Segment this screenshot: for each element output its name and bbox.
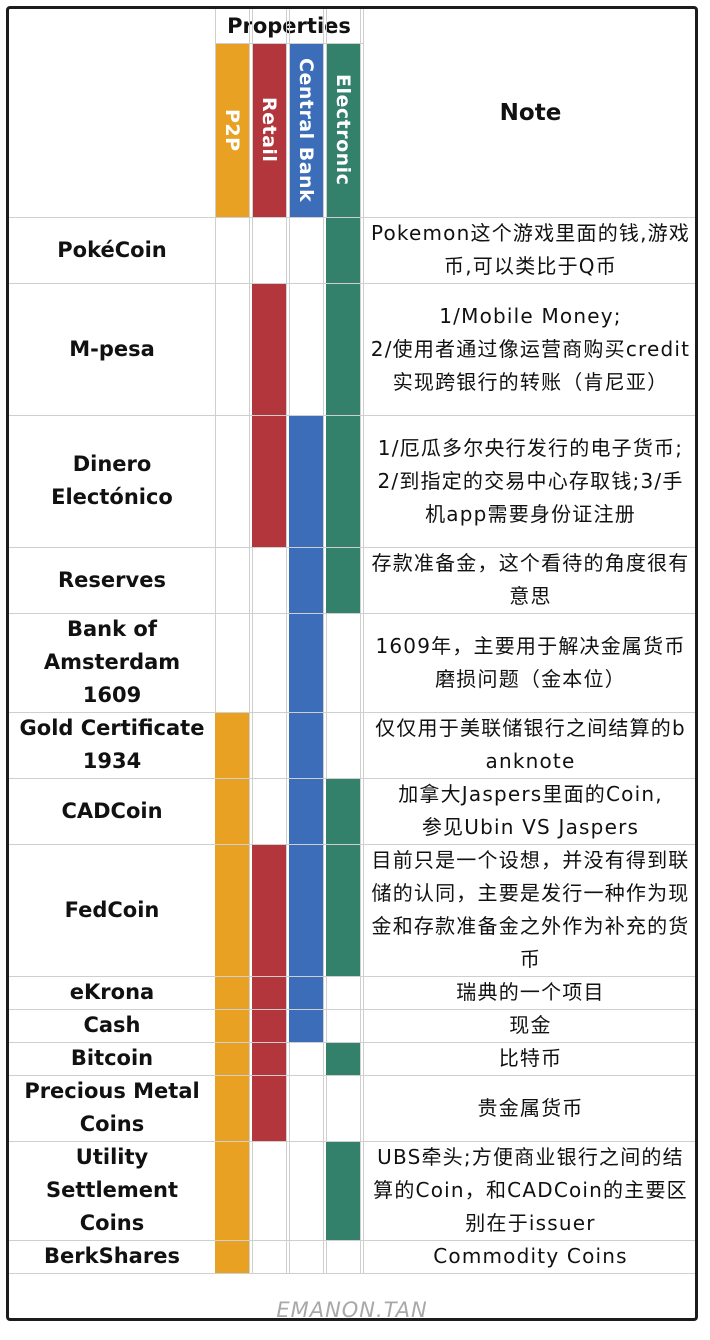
row-name: Cash xyxy=(83,1013,141,1037)
row-divider xyxy=(9,1075,695,1076)
property-cell-retail xyxy=(252,1010,286,1042)
row-divider xyxy=(9,976,695,977)
property-cell-retail xyxy=(252,977,286,1009)
row-name: Bitcoin xyxy=(70,1046,154,1070)
row-name: Dinero Electónico xyxy=(51,452,173,509)
column-header-electronic: Electronic xyxy=(326,43,360,217)
row-name: CADCoin xyxy=(61,798,163,823)
property-cell-central-bank xyxy=(289,845,323,976)
row-divider xyxy=(9,1009,695,1010)
row-divider xyxy=(9,778,695,779)
column-divider xyxy=(360,9,361,1273)
property-cell-central-bank xyxy=(289,1010,323,1042)
property-cell-retail xyxy=(252,416,286,547)
property-cell-electronic xyxy=(326,845,360,976)
property-cell-electronic xyxy=(326,1043,360,1075)
column-divider xyxy=(323,9,324,1273)
comparison-table: Properties P2P Retail Central Bank Elect… xyxy=(6,6,698,1321)
property-cell-electronic xyxy=(326,218,360,283)
property-cell-central-bank xyxy=(289,416,323,547)
row-divider xyxy=(9,217,695,218)
property-cell-p2p xyxy=(215,1241,249,1273)
row-name: Bank of Amsterdam 1609 xyxy=(43,617,181,707)
row-divider xyxy=(9,283,695,284)
row-note: 1/厄瓜多尔央行发行的电子货币;2/到指定的交易中心存取钱;3/手机app需要身… xyxy=(377,435,684,526)
row-name: FedCoin xyxy=(64,897,160,922)
row-name: BerkShares xyxy=(44,1244,180,1268)
row-divider xyxy=(9,1141,695,1142)
property-cell-central-bank xyxy=(289,548,323,613)
property-cell-p2p xyxy=(215,1142,249,1240)
column-divider xyxy=(249,9,250,1273)
row-note: 现金 xyxy=(509,1013,552,1037)
column-header-p2p-label: P2P xyxy=(221,108,243,152)
property-cell-p2p xyxy=(215,779,249,844)
row-name: M-pesa xyxy=(69,336,155,361)
column-header-electronic-label: Electronic xyxy=(332,74,354,186)
row-note: Commodity Coins xyxy=(433,1244,628,1268)
property-cell-central-bank xyxy=(289,779,323,844)
column-header-central-bank: Central Bank xyxy=(289,43,323,217)
row-divider xyxy=(9,613,695,614)
properties-header: Properties xyxy=(227,14,351,38)
row-name: PokéCoin xyxy=(57,237,167,262)
column-divider xyxy=(286,9,287,1273)
row-note: 1609年，主要用于解决金属货币磨损问题（金本位） xyxy=(375,633,686,691)
column-divider xyxy=(215,9,216,1273)
row-divider xyxy=(9,1042,695,1043)
row-note: 加拿大Jaspers里面的Coin, 参见Ubin VS Jaspers xyxy=(398,782,663,839)
property-cell-p2p xyxy=(215,713,249,778)
property-cell-p2p xyxy=(215,1010,249,1042)
property-cell-central-bank xyxy=(289,977,323,1009)
column-divider xyxy=(363,9,364,1273)
row-note: Pokemon这个游戏里面的钱,游戏币,可以类比于Q币 xyxy=(370,221,691,278)
row-note: 目前只是一个设想，并没有得到联储的认同，主要是发行一种作为现金和存款准备金之外作… xyxy=(371,848,690,971)
column-header-retail-label: Retail xyxy=(258,97,280,163)
row-note: 仅仅用于美联储银行之间结算的banknote xyxy=(375,716,686,773)
property-cell-central-bank xyxy=(289,713,323,778)
property-cell-p2p xyxy=(215,1043,249,1075)
row-note: UBS牵头;方便商业银行之间的结算的Coin，和CADCoin的主要区别在于is… xyxy=(373,1145,688,1235)
row-divider xyxy=(9,415,695,416)
property-cell-retail xyxy=(252,845,286,976)
row-divider xyxy=(9,1240,695,1241)
property-cell-retail xyxy=(252,284,286,415)
note-header: Note xyxy=(499,100,562,126)
column-header-p2p: P2P xyxy=(215,43,249,217)
row-divider xyxy=(9,712,695,713)
row-divider xyxy=(9,844,695,845)
row-note: 瑞典的一个项目 xyxy=(456,980,605,1004)
property-cell-retail xyxy=(252,1076,286,1141)
property-cell-p2p xyxy=(215,977,249,1009)
row-name: Utility Settlement Coins xyxy=(46,1145,178,1235)
property-cell-p2p xyxy=(215,845,249,976)
property-cell-central-bank xyxy=(289,614,323,712)
row-divider xyxy=(9,1273,695,1274)
property-cell-electronic xyxy=(326,548,360,613)
row-note: 1/Mobile Money; 2/使用者通过像运营商购买credit实现跨银行… xyxy=(370,303,691,394)
property-cell-electronic xyxy=(326,779,360,844)
row-name: eKrona xyxy=(69,980,155,1004)
column-divider xyxy=(252,9,253,1273)
row-note: 比特币 xyxy=(498,1046,563,1070)
column-header-central-bank-label: Central Bank xyxy=(295,57,317,203)
row-note: 存款准备金，这个看待的角度很有意思 xyxy=(371,551,690,608)
row-name: Precious Metal Coins xyxy=(24,1079,200,1136)
row-divider xyxy=(9,547,695,548)
row-name: Reserves xyxy=(58,567,166,592)
properties-divider xyxy=(215,43,363,44)
property-cell-electronic xyxy=(326,416,360,547)
property-cell-retail xyxy=(252,1043,286,1075)
property-cell-electronic xyxy=(326,284,360,415)
row-note: 贵金属货币 xyxy=(477,1095,584,1120)
watermark: EMANON.TAN xyxy=(276,1298,428,1321)
column-header-retail: Retail xyxy=(252,43,286,217)
column-divider xyxy=(326,9,327,1273)
property-cell-electronic xyxy=(326,1142,360,1240)
row-name: Gold Certificate 1934 xyxy=(19,716,205,773)
property-cell-p2p xyxy=(215,1076,249,1141)
